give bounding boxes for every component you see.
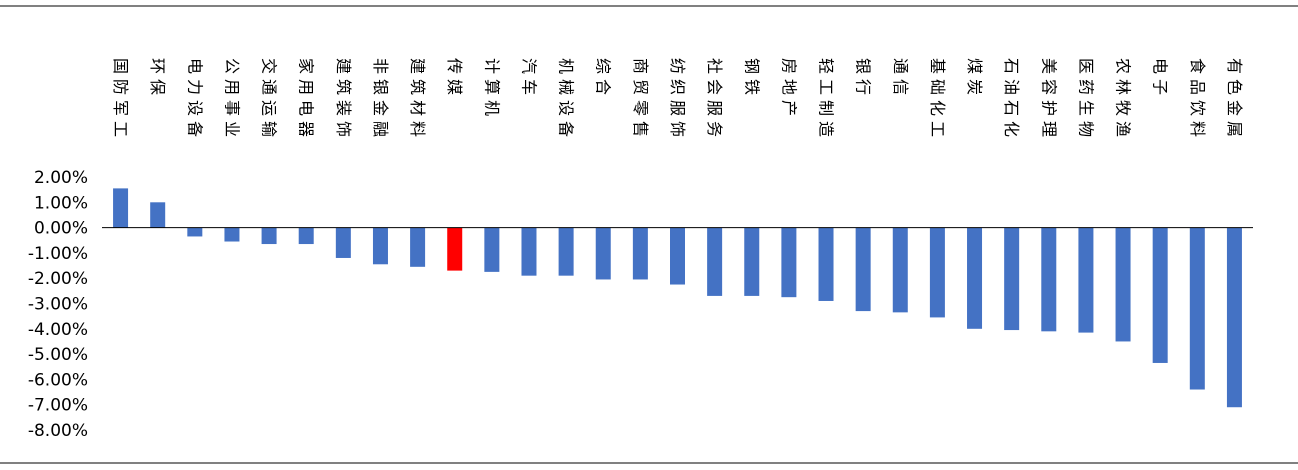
bar-14: [632, 227, 648, 280]
bar-19: [818, 227, 834, 301]
bar-1: [150, 202, 166, 228]
y-tick-label: 1.00%: [34, 193, 88, 213]
x-category-label: 银行: [854, 58, 873, 100]
bar-2: [187, 227, 203, 237]
x-category-label: 钢铁: [742, 58, 761, 100]
bar-22: [929, 227, 945, 318]
x-category-label: 综合: [594, 58, 613, 100]
x-category-label: 家用电器: [297, 58, 316, 142]
x-category-label: 通信: [891, 58, 910, 100]
bar-10: [484, 227, 500, 272]
bar-23: [967, 227, 983, 329]
y-tick-label: -8.00%: [28, 421, 88, 441]
x-category-label: 纺织服饰: [668, 58, 687, 142]
bar-4: [261, 227, 277, 245]
x-category-label: 建筑材料: [408, 58, 427, 142]
bar-20: [855, 227, 871, 312]
x-category-label: 石油石化: [1002, 58, 1021, 142]
y-tick-label: -2.00%: [28, 269, 88, 289]
bar-9: [447, 227, 463, 271]
bar-8: [410, 227, 426, 267]
x-category-label: 交通运输: [260, 58, 279, 142]
bar-24: [1004, 227, 1020, 331]
x-category-label: 国防军工: [111, 58, 130, 142]
bars: [113, 188, 1242, 408]
bar-3: [224, 227, 240, 242]
x-category-label: 商贸零售: [631, 58, 650, 142]
bar-11: [521, 227, 537, 276]
x-category-label: 机械设备: [557, 58, 576, 142]
x-category-label: 电力设备: [185, 58, 204, 142]
x-category-label: 电子: [1151, 58, 1170, 100]
bar-28: [1152, 227, 1168, 363]
bar-12: [558, 227, 574, 276]
bar-7: [372, 227, 388, 265]
bar-0: [113, 188, 129, 228]
y-axis-tick-labels: 2.00% 1.00% 0.00% -1.00% -2.00% -3.00% -4.00% -…: [28, 168, 88, 441]
bar-6: [335, 227, 351, 258]
x-category-label: 美容护理: [1039, 58, 1058, 142]
y-tick-label: 2.00%: [34, 168, 88, 188]
x-category-label: 公用事业: [222, 58, 241, 142]
x-category-label: 有色金属: [1225, 58, 1244, 142]
y-tick-label: -1.00%: [28, 244, 88, 264]
x-category-label: 房地产: [779, 58, 798, 121]
bar-17: [744, 227, 760, 296]
y-tick-label: -6.00%: [28, 370, 88, 390]
bar-13: [595, 227, 611, 280]
x-category-label: 医药生物: [1076, 58, 1095, 142]
x-category-label: 食品饮料: [1188, 58, 1207, 142]
y-tick-label: -5.00%: [28, 345, 88, 365]
bar-5: [298, 227, 314, 245]
x-category-label: 轻工制造: [817, 58, 836, 142]
x-category-label: 煤炭: [965, 58, 984, 100]
bar-16: [707, 227, 723, 296]
bar-26: [1078, 227, 1094, 333]
bar-25: [1041, 227, 1057, 332]
bar-21: [892, 227, 908, 313]
y-tick-label: 0.00%: [34, 219, 88, 239]
x-category-label: 环保: [148, 58, 167, 100]
x-category-label: 社会服务: [705, 58, 724, 142]
bar-27: [1115, 227, 1131, 342]
y-tick-label: -3.00%: [28, 295, 88, 315]
x-category-label: 传媒: [445, 58, 464, 100]
x-category-label: 非银金融: [371, 58, 390, 142]
x-category-label: 基础化工: [928, 58, 947, 142]
x-category-label: 农林牧渔: [1114, 58, 1133, 142]
x-category-label: 建筑装饰: [334, 58, 353, 142]
bar-18: [781, 227, 797, 298]
x-axis-category-labels: 国防军工 环保 电力设备 公用事业 交通运输 家用电器 建筑装饰 非银金融 建筑材料 传媒 计算机汽…: [111, 58, 1244, 142]
bar-29: [1189, 227, 1205, 390]
bar-30: [1226, 227, 1242, 408]
y-tick-label: -4.00%: [28, 320, 88, 340]
y-tick-label: -7.00%: [28, 396, 88, 416]
x-category-label: 计算机: [482, 58, 501, 121]
bar-15: [670, 227, 685, 285]
x-category-label: 汽车: [519, 58, 538, 100]
